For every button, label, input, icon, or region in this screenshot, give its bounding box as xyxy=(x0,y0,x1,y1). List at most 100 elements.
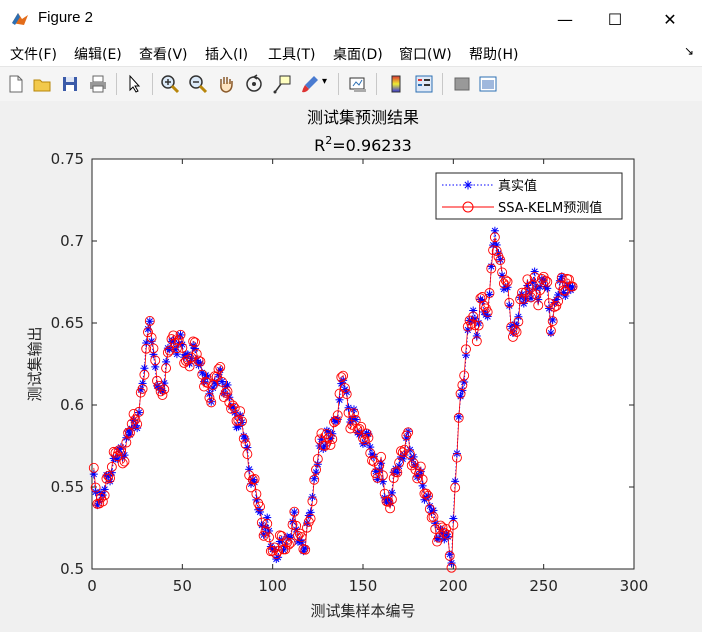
menu-insert[interactable]: 插入(I) xyxy=(205,47,249,63)
marker-pred-point xyxy=(497,267,508,278)
marker-pred-point xyxy=(356,421,367,432)
x-axis-label: 测试集样本编号 xyxy=(310,602,415,620)
menu-help[interactable]: 帮助(H) xyxy=(469,47,519,63)
marker-true-point xyxy=(485,290,494,299)
marker-pred-point xyxy=(370,468,381,479)
marker-pred-point xyxy=(227,400,238,411)
zoom-in-icon[interactable] xyxy=(160,74,180,94)
close-button[interactable]: ✕ xyxy=(663,9,677,29)
menu-dock-arrow-icon[interactable]: ↘ xyxy=(683,44,694,58)
marker-pred-point xyxy=(235,406,246,417)
toolbar-separator xyxy=(152,73,153,95)
marker-pred-point xyxy=(211,371,222,382)
marker-pred-point xyxy=(451,452,462,463)
menu-file[interactable]: 文件(F) xyxy=(10,47,57,63)
pan-hand-icon[interactable] xyxy=(216,74,236,94)
marker-pred-point xyxy=(361,428,372,439)
marker-pred-point xyxy=(450,482,461,493)
marker-pred-point xyxy=(365,448,376,459)
minimize-button[interactable]: — xyxy=(557,9,573,29)
marker-pred-point xyxy=(217,376,228,387)
marker-pred-point xyxy=(453,412,464,423)
marker-pred-point xyxy=(157,390,168,401)
marker-true-point xyxy=(490,226,499,235)
marker-pred-point xyxy=(470,320,480,331)
colorbar-icon[interactable] xyxy=(386,74,406,94)
subtitle-sup: 2 xyxy=(325,134,332,147)
marker-pred-point xyxy=(513,316,524,327)
series-markers xyxy=(88,226,578,573)
marker-true-point xyxy=(545,304,554,313)
rotate-3d-icon[interactable] xyxy=(244,74,264,94)
marker-pred-point xyxy=(350,415,361,425)
marker-pred-point xyxy=(296,532,307,543)
marker-pred-point xyxy=(152,375,162,386)
marker-pred-point xyxy=(218,392,229,403)
new-figure-icon[interactable] xyxy=(6,74,26,94)
marker-pred-point xyxy=(302,522,312,533)
menu-view[interactable]: 查看(V) xyxy=(139,47,188,63)
marker-pred-point xyxy=(397,447,408,458)
zoom-out-icon[interactable] xyxy=(188,74,208,94)
legend-box xyxy=(435,172,623,220)
print-icon[interactable] xyxy=(88,74,108,94)
brush-icon[interactable] xyxy=(300,74,320,94)
marker-pred-point xyxy=(139,369,150,380)
window-title: Figure 2 xyxy=(38,9,94,26)
y-tick-label: 0.6 xyxy=(60,396,84,414)
legend-marker-pred xyxy=(462,201,474,213)
marker-pred-point xyxy=(518,293,529,304)
marker-pred-point xyxy=(264,532,275,543)
marker-true-point xyxy=(561,292,570,301)
marker-pred-point xyxy=(354,423,365,434)
marker-pred-point xyxy=(238,433,249,444)
brush-dropdown-icon[interactable]: ▾ xyxy=(322,76,328,87)
marker-pred-point xyxy=(488,245,499,256)
menu-desktop[interactable]: 桌面(D) xyxy=(333,47,383,63)
maximize-button[interactable]: ☐ xyxy=(607,9,623,29)
x-tick-label: 50 xyxy=(173,577,192,595)
open-file-icon[interactable] xyxy=(32,74,52,94)
edit-plot-arrow-icon[interactable] xyxy=(124,74,144,94)
marker-pred-point xyxy=(137,383,148,394)
legend-icon[interactable] xyxy=(414,74,434,94)
x-tick-label: 200 xyxy=(439,577,468,595)
marker-pred-point xyxy=(473,320,484,331)
marker-pred-point xyxy=(134,406,144,417)
marker-true-point xyxy=(434,534,443,543)
marker-pred-point xyxy=(446,562,457,573)
marker-pred-point xyxy=(489,232,500,243)
marker-pred-point xyxy=(202,378,213,388)
marker-true-point xyxy=(145,317,154,326)
marker-pred-point xyxy=(141,343,152,354)
marker-true-point xyxy=(140,364,149,373)
menu-window[interactable]: 窗口(W) xyxy=(399,47,452,63)
menu-bar: 文件(F) 编辑(E) 查看(V) 插入(I) 工具(T) 桌面(D) 窗口(W… xyxy=(0,38,702,66)
legend[interactable]: 真实值 SSA-KELM预测值 xyxy=(435,172,623,220)
marker-pred-point xyxy=(115,446,126,457)
marker-pred-point xyxy=(372,472,383,483)
toolbar-separator xyxy=(376,73,377,95)
marker-pred-point xyxy=(255,501,265,512)
marker-pred-point xyxy=(256,517,267,528)
menu-tools[interactable]: 工具(T) xyxy=(268,47,316,63)
marker-pred-point xyxy=(215,361,226,372)
menu-edit[interactable]: 编辑(E) xyxy=(74,47,122,63)
marker-pred-point xyxy=(177,342,188,353)
marker-pred-point xyxy=(251,489,262,499)
marker-pred-point xyxy=(457,380,468,391)
marker-pred-point xyxy=(213,364,224,374)
subtitle-base: R xyxy=(314,136,325,155)
marker-pred-point xyxy=(316,428,327,439)
marker-pred-point xyxy=(320,440,331,451)
marker-pred-point xyxy=(164,345,175,356)
marker-true-point xyxy=(454,412,463,421)
data-cursor-icon[interactable] xyxy=(272,74,292,94)
marker-pred-point xyxy=(285,537,296,548)
hide-plot-tools-icon[interactable] xyxy=(452,74,472,94)
link-plot-icon[interactable] xyxy=(348,74,368,94)
show-plot-tools-icon[interactable] xyxy=(478,74,498,94)
marker-pred-point xyxy=(179,357,190,368)
save-icon[interactable] xyxy=(60,74,80,94)
marker-pred-point xyxy=(190,337,200,348)
